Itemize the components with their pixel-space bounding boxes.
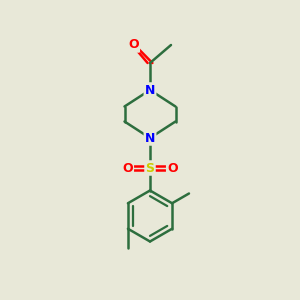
Text: N: N <box>145 131 155 145</box>
Text: S: S <box>146 161 154 175</box>
Text: O: O <box>167 161 178 175</box>
Text: O: O <box>122 161 133 175</box>
Text: O: O <box>128 38 139 52</box>
Text: N: N <box>145 83 155 97</box>
